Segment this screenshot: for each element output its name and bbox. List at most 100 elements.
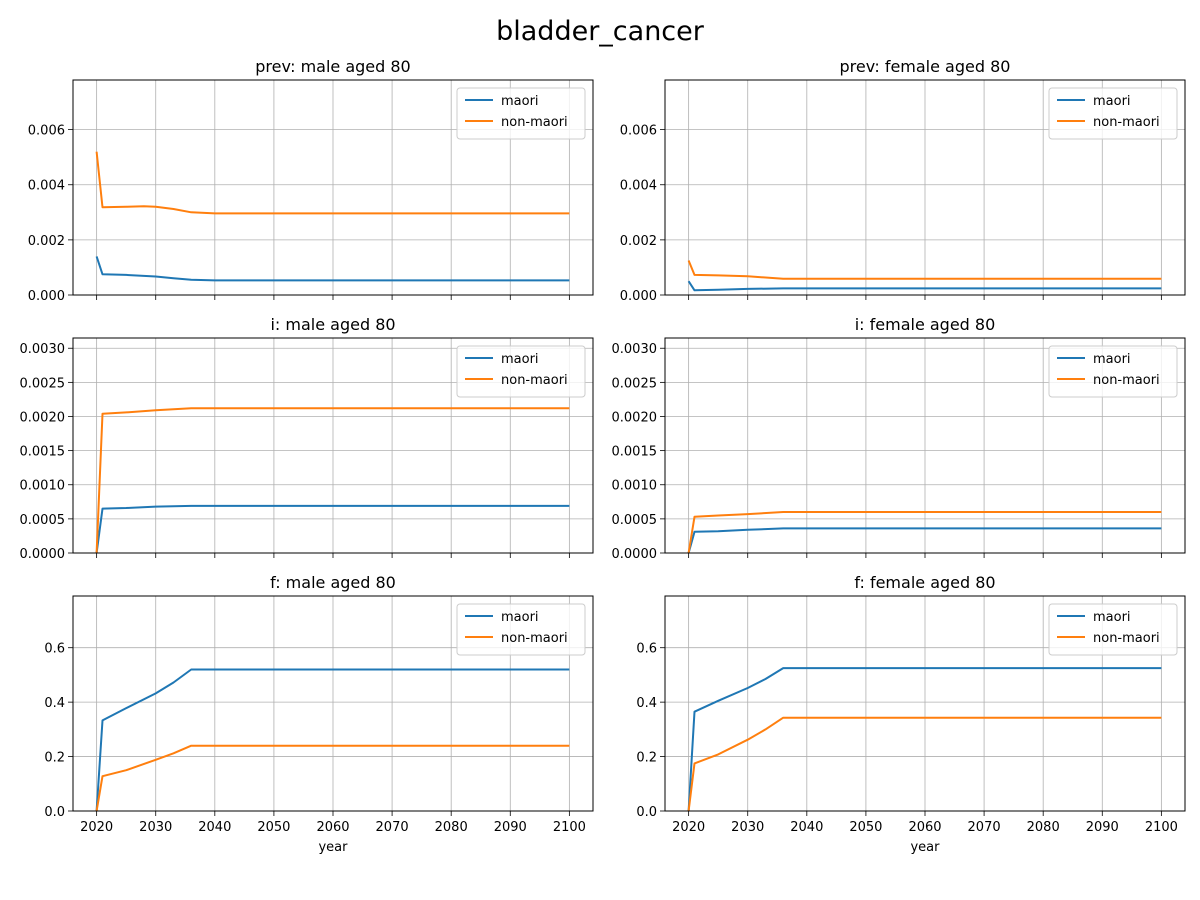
y-tick-label: 0.0025: [20, 376, 66, 391]
y-tick-label: 0.004: [28, 179, 65, 194]
y-tick-label: 0.0015: [612, 445, 658, 460]
x-tick-label: 2020: [672, 820, 705, 835]
subplot-title: i: female aged 80: [855, 315, 996, 334]
legend-label-maori: maori: [501, 94, 539, 109]
legend-label-maori: maori: [1093, 94, 1131, 109]
x-tick-label: 2080: [435, 820, 468, 835]
x-tick-label: 2060: [316, 820, 349, 835]
legend: maori non-maori: [1048, 87, 1178, 140]
figure-title: bladder_cancer: [496, 16, 705, 47]
y-tick-label: 0.006: [28, 124, 65, 139]
series-line-maori: [687, 280, 1162, 292]
series-line-non-maori: [95, 151, 570, 215]
y-tick-label: 0.000: [620, 289, 657, 304]
x-tick-label: 2060: [908, 820, 941, 835]
y-tick-label: 0.004: [620, 179, 657, 194]
series-line-non-maori: [95, 407, 570, 553]
axes-frame: [664, 595, 1186, 812]
y-tick-label: 0.002: [28, 234, 65, 249]
y-tick-label: 0.2: [636, 751, 657, 766]
legend-label-non-maori: non-maori: [501, 115, 568, 130]
x-tick-label: 2040: [198, 820, 231, 835]
y-tick-label: 0.0010: [612, 479, 658, 494]
legend-label-non-maori: non-maori: [1093, 373, 1160, 388]
y-tick-label: 0.002: [620, 234, 657, 249]
y-tick-label: 0.000: [28, 289, 65, 304]
legend: maori non-maori: [1048, 603, 1178, 656]
y-tick-label: 0.0030: [612, 342, 658, 357]
x-tick-label: 2030: [139, 820, 172, 835]
axes-frame: [72, 595, 594, 812]
legend: maori non-maori: [456, 603, 586, 656]
y-tick-label: 0.4: [44, 696, 65, 711]
x-tick-label: 2050: [849, 820, 882, 835]
series-line-maori: [95, 256, 570, 282]
y-tick-label: 0.0000: [612, 547, 658, 562]
x-tick-label: 2090: [1086, 820, 1119, 835]
series-line-non-maori: [687, 716, 1162, 811]
subplot-title: f: male aged 80: [270, 573, 396, 592]
axes-frame: [664, 79, 1186, 296]
legend-label-maori: maori: [501, 610, 539, 625]
legend-label-non-maori: non-maori: [1093, 631, 1160, 646]
legend: maori non-maori: [456, 345, 586, 398]
y-tick-label: 0.6: [636, 642, 657, 657]
panel-prev-female-aged-80: 0.000 0.002 0.004 0.006 prev: female aged 80…: [620, 57, 1186, 304]
x-tick-label: 2100: [1145, 820, 1178, 835]
subplot-title: i: male aged 80: [270, 315, 395, 334]
y-tick-label: 0.0005: [20, 513, 66, 528]
panel-f-male-aged-80: 2020 2030 2040 2050 2060 2070 2080 2090 2100 0.0 0…: [44, 573, 594, 855]
subplot-title: prev: male aged 80: [255, 57, 410, 76]
x-tick-label: 2030: [731, 820, 764, 835]
axes-frame: [72, 337, 594, 554]
x-tick-label: 2100: [553, 820, 586, 835]
legend: maori non-maori: [456, 87, 586, 140]
y-tick-label: 0.006: [620, 124, 657, 139]
series-line-maori: [687, 527, 1162, 553]
y-tick-label: 0.6: [44, 642, 65, 657]
legend-label-maori: maori: [1093, 610, 1131, 625]
panel-f-female-aged-80: 2020 2030 2040 2050 2060 2070 2080 2090 2100 0.0 0…: [636, 573, 1186, 855]
x-tick-label: 2070: [376, 820, 409, 835]
y-tick-label: 0.0030: [20, 342, 66, 357]
y-tick-label: 0.0015: [20, 445, 66, 460]
axes-frame: [664, 337, 1186, 554]
legend-label-maori: maori: [501, 352, 539, 367]
legend: maori non-maori: [1048, 345, 1178, 398]
x-tick-label: 2080: [1027, 820, 1060, 835]
subplot-title: prev: female aged 80: [840, 57, 1011, 76]
y-tick-label: 0.0: [44, 805, 65, 820]
legend-label-non-maori: non-maori: [501, 373, 568, 388]
legend-label-non-maori: non-maori: [501, 631, 568, 646]
legend-label-maori: maori: [1093, 352, 1131, 367]
y-tick-label: 0.2: [44, 751, 65, 766]
y-tick-label: 0.0020: [20, 410, 66, 425]
panel-i-male-aged-80: 0.0000 0.0005 0.0010 0.0015 0.0020 0.0025 0.00…: [20, 315, 594, 562]
x-tick-label: 2040: [790, 820, 823, 835]
series-line-non-maori: [687, 260, 1162, 280]
y-tick-label: 0.0: [636, 805, 657, 820]
subplot-title: f: female aged 80: [854, 573, 995, 592]
series-line-maori: [95, 668, 570, 811]
axes-frame: [72, 79, 594, 296]
y-tick-label: 0.0020: [612, 410, 658, 425]
legend-label-non-maori: non-maori: [1093, 115, 1160, 130]
series-line-maori: [95, 504, 570, 553]
x-axis-label: year: [910, 840, 940, 855]
x-tick-label: 2090: [494, 820, 527, 835]
series-line-non-maori: [687, 511, 1162, 553]
y-tick-label: 0.0000: [20, 547, 66, 562]
panel-i-female-aged-80: 0.0000 0.0005 0.0010 0.0015 0.0020 0.0025 0.00…: [612, 315, 1186, 562]
y-tick-label: 0.0025: [612, 376, 658, 391]
series-line-non-maori: [95, 744, 570, 811]
y-tick-label: 0.0005: [612, 513, 658, 528]
x-tick-label: 2020: [80, 820, 113, 835]
subplot-grid: 0.000 0.002 0.004 0.006 prev: male aged 80 ma…: [20, 57, 1186, 855]
panel-prev-male-aged-80: 0.000 0.002 0.004 0.006 prev: male aged 80 ma…: [28, 57, 594, 304]
series-line-maori: [687, 667, 1162, 811]
x-tick-label: 2050: [257, 820, 290, 835]
x-axis-label: year: [318, 840, 348, 855]
y-tick-label: 0.4: [636, 696, 657, 711]
y-tick-label: 0.0010: [20, 479, 66, 494]
